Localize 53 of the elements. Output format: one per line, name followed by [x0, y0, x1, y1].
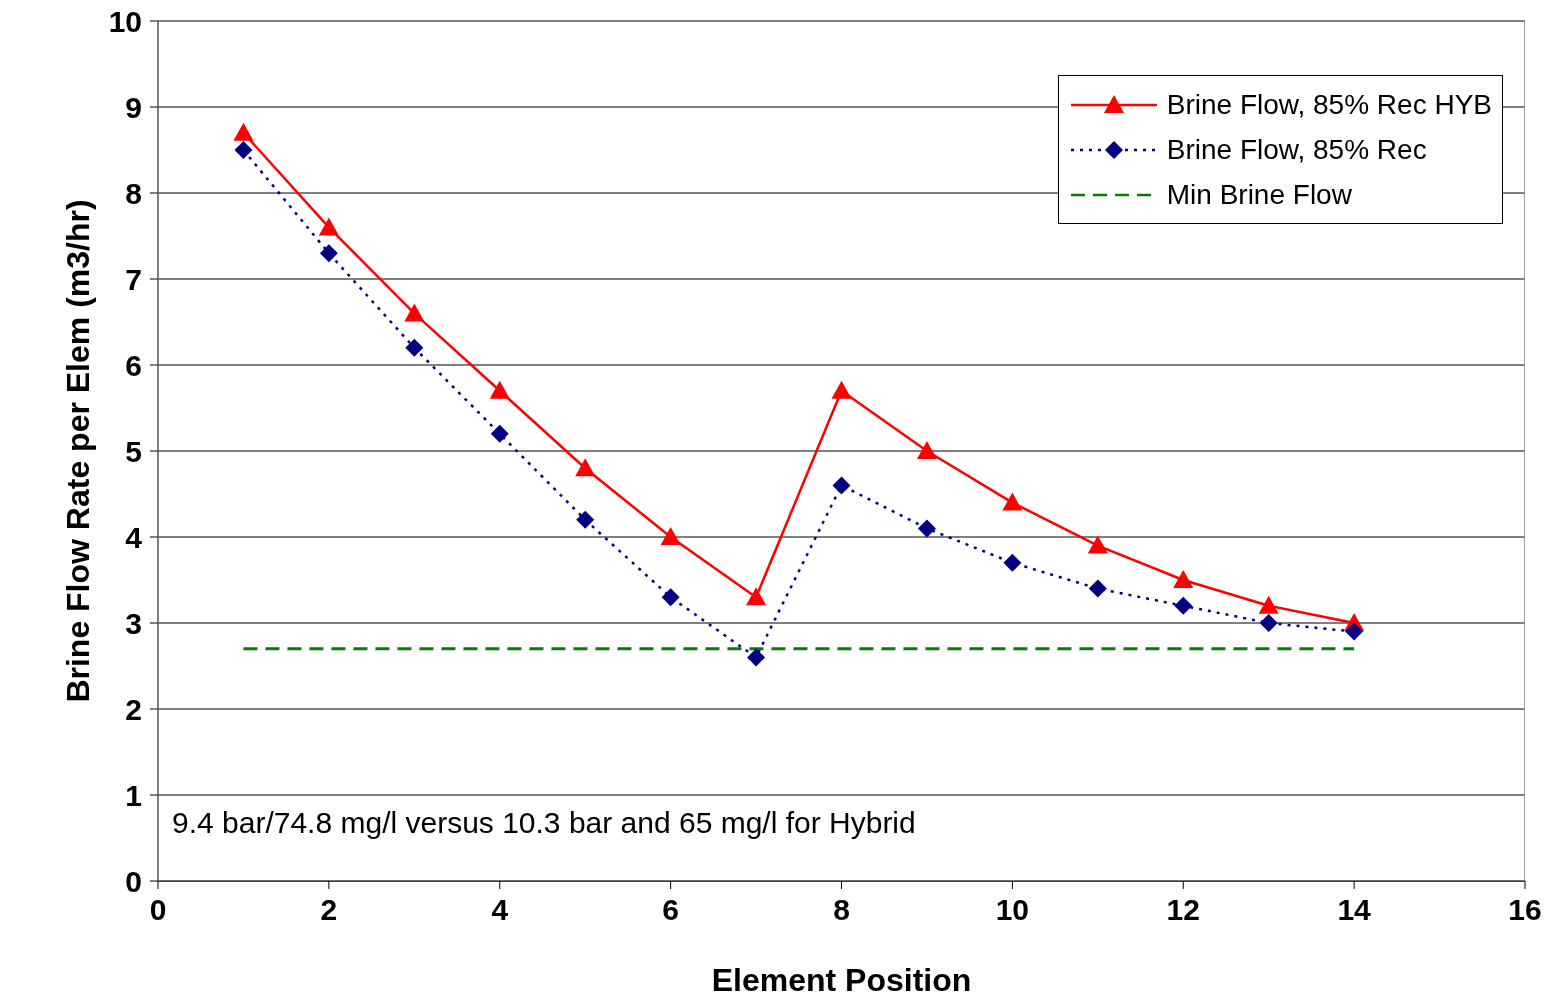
x-tick-label: 14 [1337, 893, 1372, 927]
x-tick-label: 8 [833, 893, 850, 927]
legend-label: Brine Flow, 85% Rec [1166, 133, 1427, 166]
point [1258, 595, 1279, 614]
point [917, 519, 936, 538]
point [1259, 614, 1278, 632]
x-axis-title: Element Position [711, 962, 972, 998]
point [1174, 596, 1193, 615]
point [831, 380, 852, 399]
x-tick-label: 12 [1166, 893, 1200, 927]
point [490, 424, 509, 443]
y-tick-label: 5 [125, 434, 142, 468]
x-tick-label: 16 [1508, 893, 1542, 927]
x-tick-label: 10 [995, 893, 1030, 927]
point [1173, 570, 1194, 588]
y-tick-label: 8 [125, 176, 142, 210]
point [318, 217, 339, 236]
point [661, 588, 680, 607]
point [234, 141, 253, 159]
y-tick-label: 2 [125, 692, 142, 726]
y-axis-title: Brine Flow Rate per Elem (m3/hr) [60, 199, 97, 703]
legend-label: Brine Flow, 85% Rec HYB [1166, 88, 1492, 121]
x-tick-label: 6 [662, 893, 679, 927]
point [1002, 492, 1023, 511]
point [1345, 622, 1364, 641]
point [404, 303, 425, 322]
y-tick-label: 3 [125, 606, 142, 640]
point [575, 458, 596, 477]
y-tick-label: 10 [108, 4, 142, 38]
point [576, 510, 595, 529]
point [489, 380, 510, 399]
point [1088, 579, 1107, 598]
point [233, 122, 254, 141]
y-tick-label: 1 [125, 778, 142, 812]
point [660, 527, 681, 545]
y-tick-label: 0 [125, 864, 142, 898]
point [1087, 535, 1108, 554]
y-tick-label: 7 [125, 262, 142, 296]
y-tick-label: 9 [125, 90, 142, 124]
x-tick-label: 0 [149, 893, 167, 927]
point [832, 476, 851, 495]
point [747, 648, 766, 667]
annotation: 9.4 bar/74.8 mg/l versus 10.3 bar and 65 mg/l for Hybrid [172, 806, 916, 840]
y-tick-label: 4 [125, 520, 143, 554]
point [916, 441, 937, 459]
legend-label: Min Brine Flow [1166, 178, 1352, 211]
point [746, 587, 767, 606]
point [319, 244, 338, 263]
x-tick-label: 2 [320, 893, 338, 927]
x-tick-label: 4 [491, 893, 509, 927]
point [405, 338, 424, 357]
y-tick-label: 6 [125, 348, 142, 382]
point [1003, 553, 1022, 572]
